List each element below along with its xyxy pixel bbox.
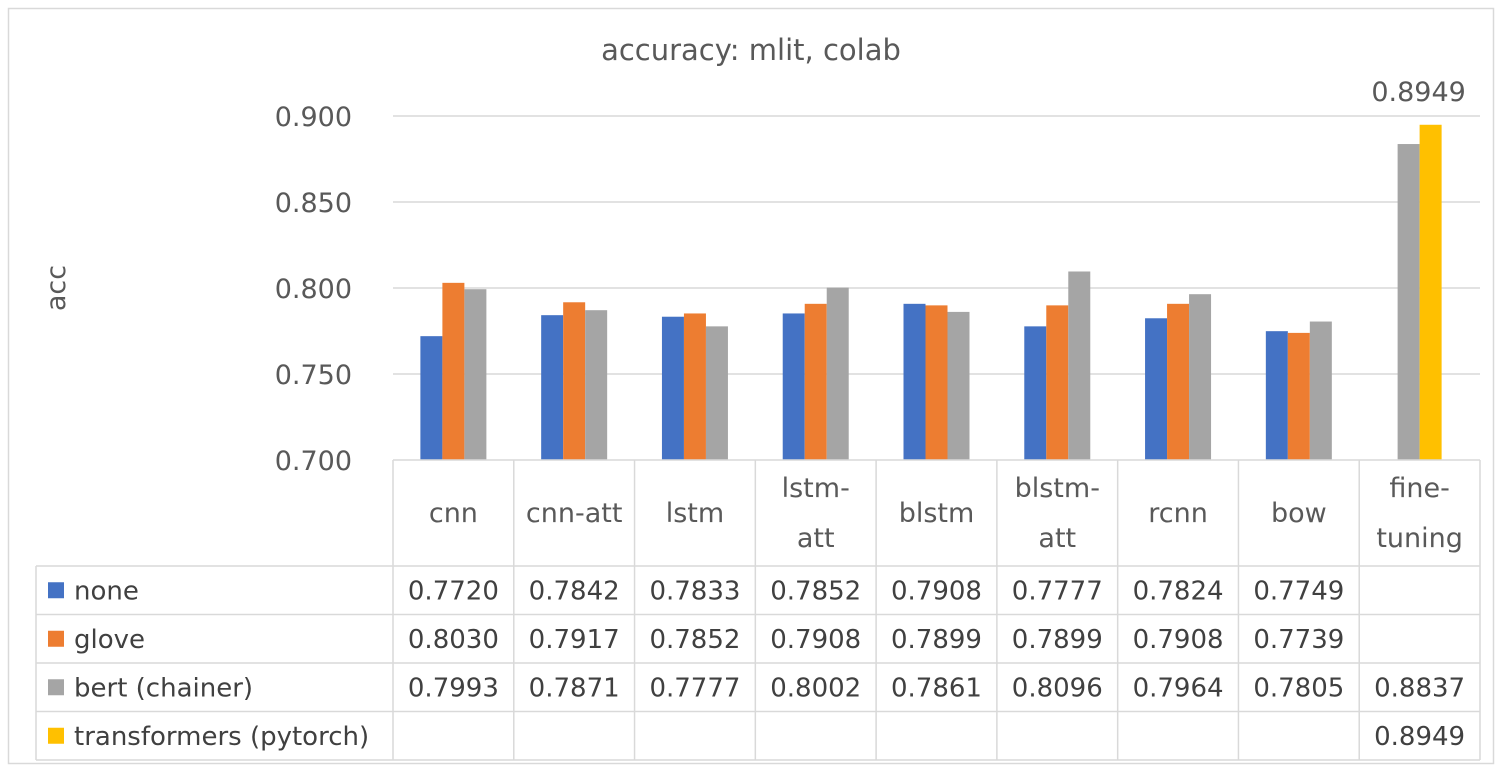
bar-bert-chainer-	[464, 289, 487, 460]
bar-glove	[442, 282, 465, 460]
table-cell-value: 0.7871	[529, 673, 620, 703]
table-cell-value: 0.7739	[1253, 625, 1344, 655]
bar-glove	[804, 303, 827, 460]
x-tick-label: att	[797, 523, 835, 554]
y-tick-label: 0.850	[275, 188, 352, 219]
table-cell-value: 0.7852	[649, 625, 740, 655]
table-cell-value: 0.7842	[529, 576, 620, 606]
y-tick-label: 0.750	[275, 360, 352, 391]
table-cell-value: 0.8030	[408, 625, 499, 655]
bar-bert-chainer-	[1068, 271, 1091, 460]
x-tick-label: lstm	[666, 498, 724, 529]
x-tick-label: cnn	[429, 498, 478, 529]
table-cell-value: 0.7861	[891, 673, 982, 703]
table-cell-value: 0.7777	[1012, 576, 1103, 606]
table-cell-value: 0.7824	[1133, 576, 1224, 606]
x-tick-label: blstm-	[1015, 473, 1100, 504]
table-cell-value: 0.7749	[1253, 576, 1344, 606]
bar-glove	[1046, 305, 1069, 460]
table-cell-value: 0.7852	[770, 576, 861, 606]
bar-glove	[563, 302, 586, 460]
table-cell-value: 0.7899	[891, 625, 982, 655]
table-cell-value: 0.7917	[529, 625, 620, 655]
bar-bert-chainer-	[826, 287, 849, 460]
bar-none	[1265, 331, 1288, 460]
data-label: 0.8949	[1371, 77, 1465, 108]
bar-none	[420, 336, 443, 460]
table-cell-value: 0.7833	[649, 576, 740, 606]
bar-bert-chainer-	[947, 311, 970, 460]
bar-transformers-pytorch-	[1419, 124, 1442, 460]
bar-none	[541, 315, 564, 460]
table-cell-value: 0.7993	[408, 673, 499, 703]
table-cell-value: 0.7777	[649, 673, 740, 703]
legend-label: bert (chainer)	[74, 673, 253, 703]
bar-glove	[683, 313, 706, 460]
bar-bert-chainer-	[705, 326, 728, 460]
table-cell-value: 0.7908	[891, 576, 982, 606]
table-cell-value: 0.7805	[1253, 673, 1344, 703]
bar-glove	[1167, 303, 1190, 460]
y-axis-title: acc	[41, 265, 72, 311]
table-cell-value: 0.8949	[1374, 722, 1465, 752]
x-tick-label: lstm-	[782, 473, 850, 504]
x-tick-label: cnn-att	[526, 498, 623, 529]
table-cell-value: 0.8002	[770, 673, 861, 703]
table-cell-value: 0.7720	[408, 576, 499, 606]
x-tick-label: tuning	[1376, 523, 1463, 554]
y-tick-label: 0.900	[275, 102, 352, 133]
data-labels: 0.8949	[1371, 77, 1465, 108]
x-tick-label: fine-	[1389, 473, 1449, 504]
chart-frame	[7, 7, 1495, 765]
x-tick-label: bow	[1271, 498, 1327, 529]
bar-none	[1024, 326, 1047, 460]
table-cell-value: 0.7908	[1133, 625, 1224, 655]
bar-glove	[1287, 332, 1310, 460]
legend-swatch	[48, 679, 64, 696]
bar-bert-chainer-	[1397, 144, 1420, 460]
bar-none	[782, 313, 805, 460]
y-tick-labels: 0.700 0.750 0.800 0.850 0.900	[275, 102, 352, 477]
legend-swatch	[48, 582, 64, 599]
chart-title: accuracy: mlit, colab	[601, 33, 901, 67]
data-table: cnn cnn-att lstm lstm-att blstm blstm-att rcnn…	[35, 459, 1481, 761]
bar-none	[1145, 318, 1168, 460]
table-cell-value: 0.8837	[1374, 673, 1465, 703]
table-cell-value: 0.7899	[1012, 625, 1103, 655]
bar-none	[661, 316, 684, 460]
table-cell-value: 0.7964	[1133, 673, 1224, 703]
y-tick-label: 0.700	[275, 446, 352, 477]
x-tick-label: rcnn	[1148, 498, 1208, 529]
x-tick-label: att	[1038, 523, 1076, 554]
legend-label: glove	[74, 625, 145, 655]
bar-bert-chainer-	[1309, 321, 1332, 460]
bar-none	[903, 303, 926, 460]
bar-bert-chainer-	[1189, 294, 1212, 460]
table-cell-value: 0.8096	[1012, 673, 1103, 703]
legend-label: transformers (pytorch)	[74, 722, 369, 752]
x-tick-label: blstm	[899, 498, 975, 529]
bar-bert-chainer-	[585, 310, 608, 460]
bars	[420, 124, 1442, 460]
legend-swatch	[48, 630, 64, 647]
legend-swatch	[48, 727, 64, 744]
bar-glove	[925, 305, 948, 460]
table-cell-value: 0.7908	[770, 625, 861, 655]
y-tick-label: 0.800	[275, 274, 352, 305]
legend-label: none	[74, 576, 139, 606]
